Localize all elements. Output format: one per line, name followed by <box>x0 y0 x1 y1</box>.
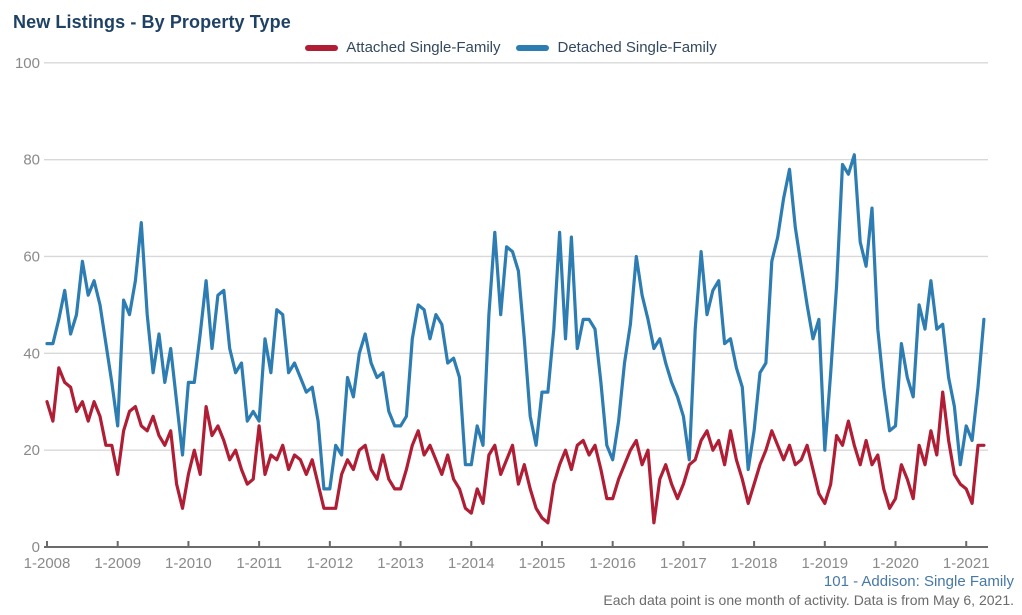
legend-label-attached: Attached Single-Family <box>346 39 501 56</box>
x-axis-tick-label: 1-2015 <box>519 555 566 572</box>
x-axis-tick-label: 1-2010 <box>165 555 212 572</box>
x-axis-tick-label: 1-2018 <box>731 555 778 572</box>
x-axis-tick-label: 1-2012 <box>306 555 353 572</box>
page-title: New Listings - By Property Type <box>13 12 291 32</box>
attached-series-swatch-icon <box>305 44 339 51</box>
detached-series-swatch-icon <box>516 44 550 51</box>
y-axis-tick-label: 100 <box>15 55 40 72</box>
data-source-note: Each data point is one month of activity… <box>603 591 1014 608</box>
x-axis-tick-label: 1-2013 <box>377 555 424 572</box>
chart-footer: 101 - Addison: Single Family Each data p… <box>603 573 1014 609</box>
x-axis-tick-label: 1-2017 <box>660 555 707 572</box>
series-line-detached-single-family <box>45 153 986 491</box>
x-axis-tick-label: 1-2011 <box>236 555 282 572</box>
series-line-attached-single-family <box>45 366 986 525</box>
y-axis-tick-label: 60 <box>23 248 40 265</box>
y-axis-tick-label: 20 <box>23 442 40 459</box>
y-axis-tick-label: 0 <box>32 539 40 556</box>
chart-legend: Attached Single-Family Detached Single-F… <box>0 39 1022 56</box>
legend-item-attached[interactable]: Attached Single-Family <box>305 39 500 56</box>
x-axis-tick-label: 1-2019 <box>801 555 848 572</box>
x-axis-tick-label: 1-2020 <box>872 555 919 572</box>
y-axis-tick-label: 40 <box>23 345 40 362</box>
x-axis-tick-label: 1-2021 <box>943 555 990 572</box>
x-axis-tick-label: 1-2016 <box>589 555 636 572</box>
legend-label-detached: Detached Single-Family <box>557 39 717 56</box>
y-axis-tick-label: 80 <box>23 152 40 169</box>
x-axis-tick-label: 1-2008 <box>24 555 71 572</box>
x-axis-tick-label: 1-2009 <box>94 555 141 572</box>
legend-item-detached[interactable]: Detached Single-Family <box>516 39 717 56</box>
report-context-link[interactable]: 101 - Addison: Single Family <box>823 572 1014 590</box>
x-axis-tick-label: 1-2014 <box>448 555 495 572</box>
